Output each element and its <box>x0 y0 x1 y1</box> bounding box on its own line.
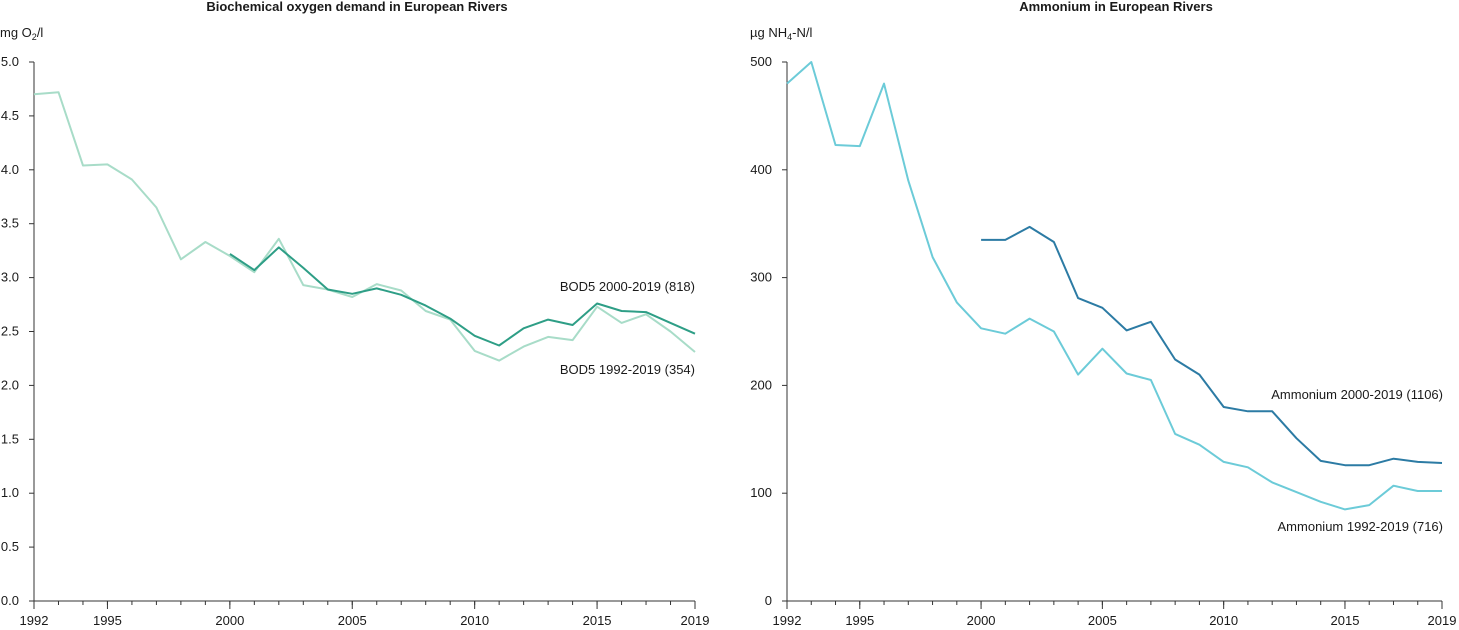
ammonium-chart: Ammonium in European Rivers µg NH4-N/l 0… <box>750 0 1456 628</box>
y-tick-label: 4.5 <box>1 108 19 123</box>
x-tick-label: 1992 <box>773 613 802 628</box>
x-tick-label: 2005 <box>338 613 367 628</box>
x-tick-label: 2005 <box>1088 613 1117 628</box>
y-tick-label: 1.0 <box>1 485 19 500</box>
chart-title: Biochemical oxygen demand in European Ri… <box>206 0 507 14</box>
x-tick-label: 2015 <box>1331 613 1360 628</box>
series-label-bod5-2000: BOD5 2000-2019 (818) <box>560 279 695 294</box>
bod-chart: Biochemical oxygen demand in European Ri… <box>0 0 709 628</box>
series-label-ammonium-2000: Ammonium 2000-2019 (1106) <box>1271 387 1443 402</box>
y-tick-label: 0 <box>765 593 772 608</box>
series-line-bod5-2000-2019-818 <box>229 246 696 347</box>
x-tick-label: 1992 <box>20 613 49 628</box>
y-tick-label: 2.0 <box>1 377 19 392</box>
x-tick-label: 2019 <box>681 613 710 628</box>
x-tick-label: 2010 <box>1209 613 1238 628</box>
y-tick-label: 200 <box>750 377 772 392</box>
x-tick-label: 2000 <box>967 613 996 628</box>
series-line-ammonium-2000-2019-1106 <box>981 225 1443 467</box>
y-tick-label: 500 <box>750 54 772 69</box>
x-tick-label: 1995 <box>845 613 874 628</box>
x-tick-label: 2010 <box>460 613 489 628</box>
x-tick-label: 2019 <box>1428 613 1457 628</box>
y-tick-label: 100 <box>750 485 772 500</box>
y-tick-label: 3.0 <box>1 270 19 285</box>
series-label-bod5-1992: BOD5 1992-2019 (354) <box>560 362 695 377</box>
series-lines <box>33 91 696 362</box>
y-tick-label: 3.5 <box>1 216 19 231</box>
series-label-ammonium-1992: Ammonium 1992-2019 (716) <box>1278 519 1443 534</box>
y-tick-label: 2.5 <box>1 324 19 339</box>
y-axis-unit: mg O2/l <box>0 25 43 42</box>
axis-ticks: 0 100 200 300 400 500 1992 1995 2000 2005 2010 2015… <box>750 54 1456 628</box>
y-tick-label: 1.5 <box>1 431 19 446</box>
y-tick-label: 0.0 <box>1 593 19 608</box>
series-line-bod5-1992-2019-354 <box>33 91 696 362</box>
x-tick-label: 2000 <box>215 613 244 628</box>
series-line-ammonium-1992-2019-716 <box>786 61 1442 511</box>
y-tick-label: 400 <box>750 162 772 177</box>
y-tick-label: 0.5 <box>1 539 19 554</box>
y-tick-label: 4.0 <box>1 162 19 177</box>
x-tick-label: 1995 <box>93 613 122 628</box>
chart-title: Ammonium in European Rivers <box>1019 0 1213 14</box>
x-tick-label: 2015 <box>583 613 612 628</box>
y-tick-label: 300 <box>750 270 772 285</box>
series-lines <box>786 61 1443 511</box>
y-axis-unit: µg NH4-N/l <box>750 25 812 42</box>
axis-ticks: 0.0 0.5 1.0 1.5 2.0 2.5 3.0 3.5 4.0 4.5 5.0 1992 199… <box>1 54 710 628</box>
y-tick-label: 5.0 <box>1 54 19 69</box>
